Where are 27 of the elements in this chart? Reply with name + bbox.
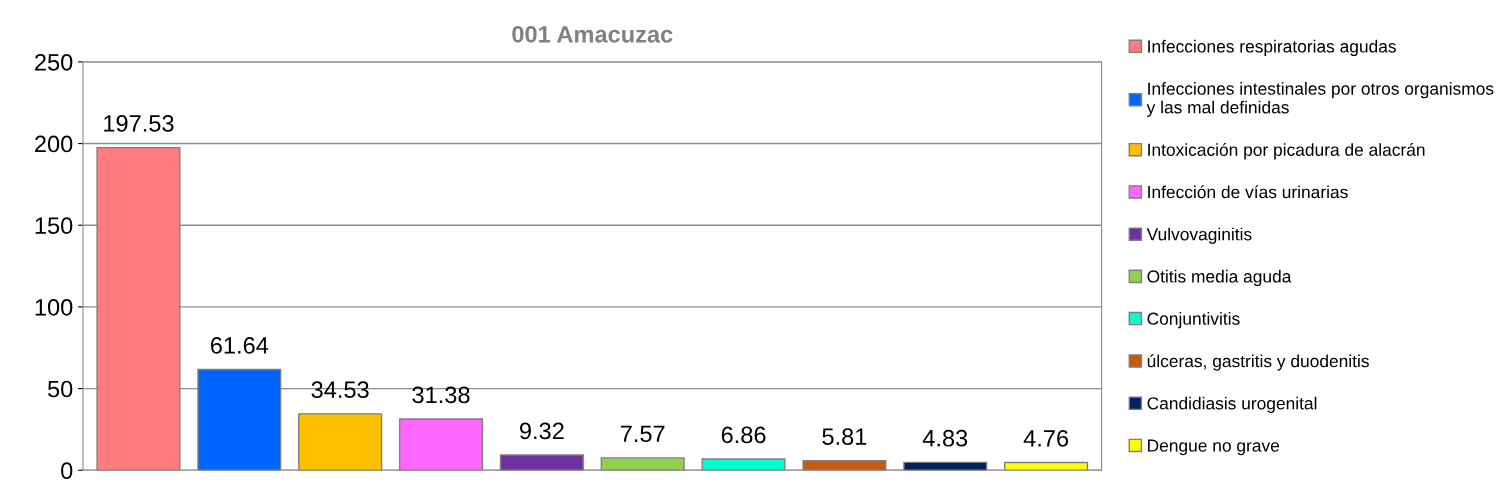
y-tick-label: 0	[61, 462, 73, 480]
y-tick-label: 100	[35, 298, 73, 316]
legend-label: Dengue no grave	[1148, 439, 1280, 456]
y-tick-label: 250	[35, 53, 73, 71]
legend-label: Intoxicación por picadura de alacrán	[1148, 142, 1425, 160]
legend-label: Candidiasis urogenital	[1147, 396, 1317, 413]
legend-label: Otitis media aguda	[1147, 269, 1292, 287]
data-label: 9.32	[519, 422, 564, 440]
chart-title: 001 Amacuzac	[512, 25, 673, 43]
data-label: 197.53	[104, 115, 174, 132]
data-label: 31.38	[412, 386, 470, 404]
data-label: 4.83	[922, 429, 968, 447]
data-label: 6.86	[721, 426, 766, 444]
legend-label: Conjuntivitis	[1147, 312, 1240, 329]
legend-label: úlceras, gastritis y duodenitis	[1147, 354, 1369, 371]
data-label: 34.53	[311, 381, 369, 399]
y-tick-label: 50	[47, 380, 73, 398]
y-tick-label: 150	[35, 217, 73, 235]
data-label: 61.64	[210, 337, 269, 354]
y-tick-label: 200	[35, 135, 73, 153]
data-label: 7.57	[620, 425, 665, 443]
data-label: 5.81	[822, 428, 867, 445]
legend-label: Infecciones respiratorias agudas	[1148, 39, 1396, 57]
legend-label: Infecciones intestinales por otros organismos y las mal definidas	[1146, 82, 1494, 117]
legend-label: Infección de vías urinarias	[1148, 185, 1348, 199]
legend-label: Vulvovaginitis	[1146, 227, 1252, 244]
data-label: 4.76	[1023, 429, 1069, 447]
